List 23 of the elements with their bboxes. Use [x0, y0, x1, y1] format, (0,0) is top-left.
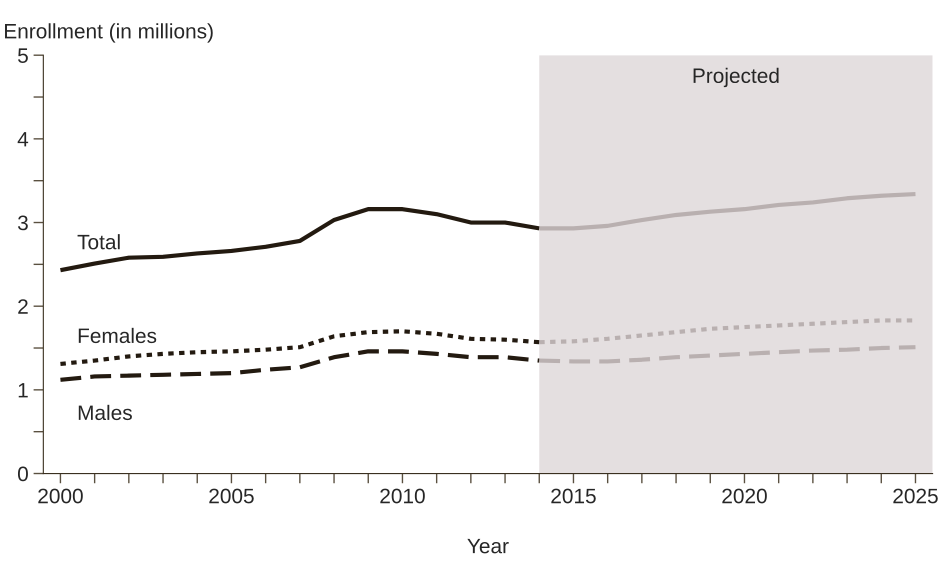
x-tick-label: 2000	[38, 488, 83, 504]
y-tick-label: 1	[18, 383, 28, 398]
band-label: Projected	[694, 68, 779, 88]
line-series	[58, 329, 542, 366]
series-label: Females	[78, 328, 156, 344]
x-tick-label: 2020	[722, 488, 767, 504]
series-label: Males	[78, 404, 132, 420]
y-tick-label: 0	[18, 466, 28, 482]
line-series	[58, 207, 542, 272]
y-tick-label: 5	[18, 48, 28, 63]
line-series	[537, 192, 918, 230]
line-series	[537, 345, 918, 364]
line-series	[58, 349, 542, 382]
y-tick-label: 2	[18, 299, 28, 314]
y-tick-label: 4	[18, 132, 28, 146]
series-label: Total	[78, 234, 120, 250]
x-tick-label: 2015	[551, 488, 596, 504]
x-tick-label: 2005	[209, 488, 254, 504]
y-tick-label: 3	[18, 216, 28, 230]
x-tick-label: 2025	[893, 488, 938, 504]
x-axis-title: Year	[467, 538, 509, 554]
x-tick-label: 2010	[380, 488, 425, 504]
y-axis-title: Enrollment (in millions)	[5, 23, 213, 43]
